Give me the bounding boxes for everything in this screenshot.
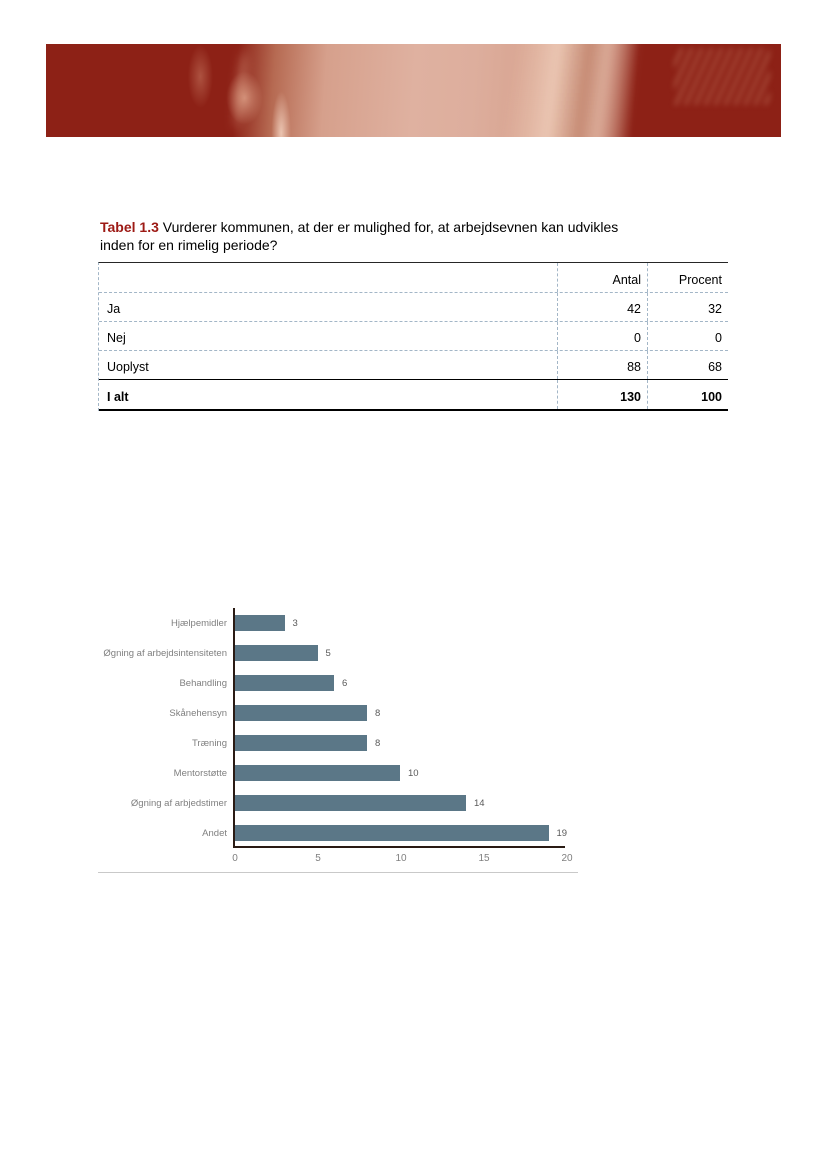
row-label: Ja — [99, 293, 558, 321]
bar-row: 6 — [235, 668, 565, 698]
results-table: Antal Procent Ja 42 32 Nej 0 0 Uoplyst 8… — [98, 262, 728, 411]
column-header-procent: Procent — [678, 273, 722, 287]
bar-row: 3 — [235, 608, 565, 638]
category-label: Andet — [202, 827, 227, 839]
banner-right-texture — [674, 47, 770, 106]
table-question: Vurderer kommunen, at der er mulighed fo… — [100, 219, 619, 253]
x-tick-label: 20 — [561, 853, 573, 864]
chart-xaxis-labels: 0 5 10 15 20 — [232, 853, 572, 867]
category-label: Skånehensyn — [169, 707, 227, 719]
category-label: Hjælpemidler — [171, 617, 227, 629]
row-label: Nej — [99, 322, 558, 350]
header-photo-banner — [46, 44, 781, 137]
procent-value: 0 — [715, 331, 722, 345]
chart-bottom-divider — [98, 872, 578, 873]
chart-labels: Hjælpemidler Øgning af arbejdsintensitete… — [98, 608, 227, 848]
procent-value: 68 — [708, 360, 722, 374]
antal-value: 88 — [558, 351, 648, 379]
table-total-row: I alt 130 100 — [99, 380, 728, 411]
value-label: 3 — [292, 617, 298, 629]
value-label: 10 — [408, 767, 419, 779]
bar — [235, 615, 285, 631]
antal-value: 42 — [558, 293, 648, 321]
table-row: Ja 42 32 — [99, 293, 728, 322]
table-title: Tabel 1.3 Vurderer kommunen, at der er m… — [100, 218, 645, 254]
column-header-antal: Antal — [558, 263, 648, 292]
banner-person-silhouette — [233, 51, 249, 130]
value-label: 14 — [474, 797, 485, 809]
x-tick-label: 0 — [232, 853, 238, 864]
bar-row: 10 — [235, 758, 565, 788]
total-procent-value: 100 — [701, 390, 722, 404]
bar-row: 19 — [235, 818, 568, 848]
bar — [235, 675, 334, 691]
bar-chart: Hjælpemidler Øgning af arbejdsintensitete… — [98, 592, 578, 873]
total-label: I alt — [99, 380, 558, 409]
value-label: 6 — [342, 677, 348, 689]
bar — [235, 735, 367, 751]
value-label: 8 — [375, 737, 381, 749]
x-tick-label: 5 — [315, 853, 321, 864]
bar — [235, 645, 318, 661]
value-label: 8 — [375, 707, 381, 719]
table-header-row: Antal Procent — [99, 263, 728, 293]
procent-value: 32 — [708, 302, 722, 316]
total-antal-value: 130 — [558, 380, 648, 409]
bar-row: 8 — [235, 728, 565, 758]
x-tick-label: 15 — [478, 853, 490, 864]
value-label: 5 — [325, 647, 331, 659]
table-row: Uoplyst 88 68 — [99, 351, 728, 380]
bar — [235, 705, 367, 721]
category-label: Mentorstøtte — [173, 767, 227, 779]
bar — [235, 825, 549, 841]
table-number: Tabel 1.3 — [100, 219, 159, 235]
bar — [235, 795, 466, 811]
header-empty-cell — [99, 263, 558, 292]
bar — [235, 765, 400, 781]
category-label: Behandling — [179, 677, 227, 689]
row-label: Uoplyst — [99, 351, 558, 379]
bar-row: 14 — [235, 788, 565, 818]
antal-value: 0 — [558, 322, 648, 350]
banner-door-frame — [502, 44, 641, 137]
x-tick-label: 10 — [395, 853, 407, 864]
value-label: 19 — [556, 827, 568, 839]
chart-plot: 3 5 6 8 8 10 14 19 — [233, 608, 568, 848]
category-label: Øgning af arbjedstimer — [130, 797, 227, 809]
category-label: Træning — [191, 737, 227, 749]
bar-row: 5 — [235, 638, 565, 668]
table-row: Nej 0 0 — [99, 322, 728, 351]
category-label: Øgning af arbejdsintensiteten — [103, 647, 227, 659]
bar-row: 8 — [235, 698, 565, 728]
